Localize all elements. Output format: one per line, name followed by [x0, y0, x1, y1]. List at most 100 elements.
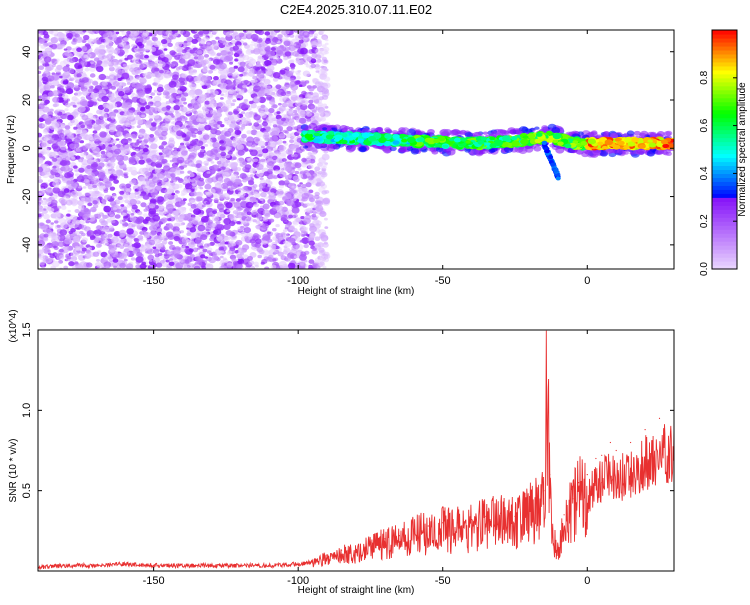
noise-blob [200, 113, 206, 118]
noise-blob [298, 60, 304, 65]
noise-blob [145, 251, 149, 253]
noise-blob [143, 85, 147, 88]
noise-blob [285, 224, 290, 228]
noise-blob [96, 110, 102, 115]
noise-blob [40, 188, 44, 191]
noise-blob [165, 149, 173, 155]
noise-blob [124, 173, 128, 176]
noise-blob [262, 51, 266, 54]
noise-blob [224, 237, 230, 242]
noise-blob [74, 98, 80, 103]
noise-blob [181, 107, 188, 113]
noise-blob [131, 84, 135, 87]
noise-blob [90, 61, 94, 64]
noise-blob [290, 70, 295, 73]
noise-blob [251, 144, 258, 149]
noise-blob [111, 116, 116, 120]
noise-blob [279, 145, 286, 151]
noise-blob [243, 42, 247, 45]
noise-blob [303, 71, 310, 77]
noise-blob [308, 86, 314, 91]
noise-blob [275, 224, 279, 227]
noise-blob [101, 62, 107, 67]
noise-blob [62, 66, 69, 72]
noise-blob [147, 97, 151, 100]
noise-blob [185, 261, 189, 264]
noise-blob [231, 40, 237, 44]
noise-blob [132, 244, 136, 247]
noise-blob [175, 262, 183, 269]
noise-blob [119, 230, 127, 236]
noise-blob [62, 115, 67, 119]
noise-blob [207, 42, 211, 45]
noise-blob [212, 216, 219, 222]
noise-blob [76, 73, 81, 77]
noise-blob [167, 218, 171, 221]
noise-blob [232, 156, 237, 159]
noise-blob [227, 82, 235, 88]
noise-blob [202, 205, 206, 208]
noise-blob [109, 212, 115, 217]
noise-blob [189, 173, 195, 177]
noise-blob [180, 230, 184, 233]
noise-blob [217, 102, 223, 107]
noise-blob [233, 46, 239, 51]
noise-blob [44, 34, 50, 39]
noise-blob [107, 195, 111, 198]
noise-blob [232, 99, 236, 102]
noise-blob [39, 39, 45, 44]
noise-blob [204, 184, 211, 190]
noise-blob [244, 227, 251, 233]
noise-blob [195, 238, 202, 243]
noise-blob [93, 88, 99, 93]
noise-blob [105, 255, 112, 261]
noise-blob [104, 55, 111, 61]
noise-blob [169, 64, 174, 68]
noise-blob [299, 182, 303, 184]
noise-blob [168, 200, 173, 204]
noise-blob [131, 257, 136, 260]
noise-blob [109, 124, 116, 130]
noise-blob [301, 234, 305, 237]
noise-blob [309, 241, 315, 246]
noise-blob [213, 230, 218, 234]
noise-blob [178, 178, 184, 183]
noise-blob [238, 150, 245, 156]
noise-blob [44, 244, 50, 248]
noise-blob [149, 137, 155, 142]
noise-blob [109, 96, 115, 100]
noise-blob [223, 194, 227, 197]
noise-blob [296, 76, 301, 80]
noise-blob [76, 136, 82, 140]
noise-blob [95, 120, 101, 125]
noise-blob [200, 82, 205, 86]
noise-blob [76, 235, 80, 238]
noise-blob [126, 189, 131, 193]
noise-blob [313, 212, 317, 215]
noise-blob [225, 242, 229, 245]
noise-blob [288, 215, 293, 219]
noise-blob [198, 152, 205, 157]
noise-blob [187, 59, 195, 66]
noise-blob [261, 105, 266, 109]
noise-blob [309, 197, 315, 202]
noise-blob [186, 131, 193, 137]
noise-blob [86, 135, 93, 141]
noise-blob [63, 98, 67, 101]
noise-blob [149, 240, 156, 245]
noise-blob [194, 56, 198, 59]
noise-blob [250, 80, 255, 84]
noise-blob [96, 259, 100, 262]
noise-blob [259, 183, 266, 189]
noise-blob [314, 260, 319, 264]
noise-blob [209, 65, 215, 70]
noise-blob [300, 99, 308, 106]
noise-blob [264, 235, 271, 241]
noise-blob [48, 30, 53, 34]
noise-blob [272, 258, 276, 261]
noise-blob [285, 131, 289, 134]
noise-blob [191, 232, 199, 238]
noise-blob [192, 126, 196, 129]
noise-blob [159, 61, 166, 67]
noise-blob [125, 123, 131, 127]
